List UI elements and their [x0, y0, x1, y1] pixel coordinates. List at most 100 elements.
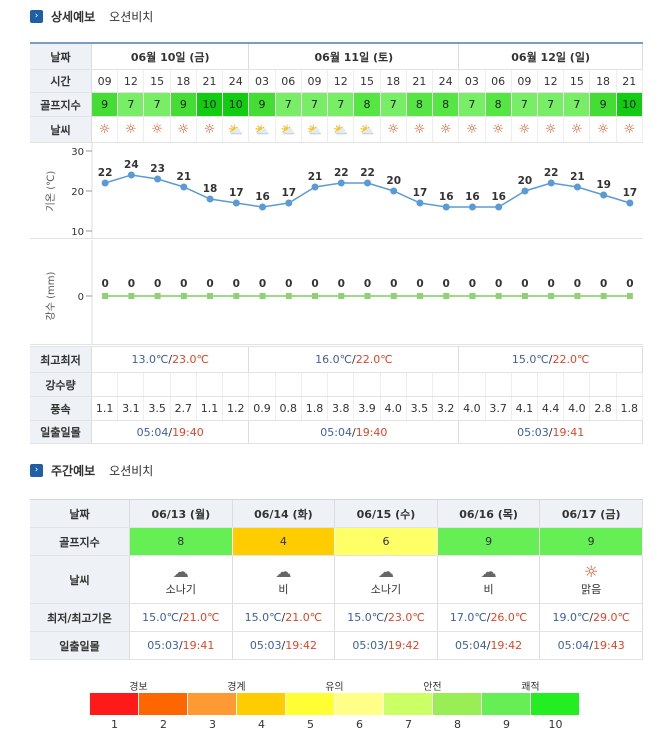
temperature-point — [626, 199, 634, 207]
chevron-right-icon: › — [30, 10, 43, 23]
time-row: 시간 09 12 15 18 21 24 03 06 09 12 15 18 21 24 03 06 09 12 1… — [30, 70, 643, 93]
temperature-data-label: 24 — [124, 159, 139, 171]
temperature-point — [521, 187, 529, 195]
golf-index-row: 골프지수 9 7 7 9 10 10 9 7 7 7 8 7 8 8 7 8 7 7 7 9 10 — [30, 93, 643, 117]
wind-cell: 4.0 — [564, 397, 591, 420]
separator: / — [486, 639, 491, 652]
separator: / — [589, 611, 594, 624]
time-cell: 12 — [118, 70, 145, 92]
sunrise-sunset-cell: 05:03/19:41 — [459, 421, 643, 443]
legend-number: 10 — [548, 718, 563, 731]
rain-point — [626, 293, 633, 299]
temperature-point — [206, 195, 214, 203]
legend-label: 경보 — [129, 682, 148, 693]
temperature-point — [390, 187, 398, 195]
wind-cell: 4.0 — [381, 397, 407, 420]
legend-label: 쾌적 — [521, 682, 540, 693]
sun-icon: ☼ — [433, 117, 460, 142]
weekly-min-temp: 15.0℃ — [142, 611, 179, 624]
wind-cell: 3.2 — [433, 397, 460, 420]
weekly-min-temp: 15.0℃ — [244, 611, 282, 624]
rain-point — [312, 293, 319, 299]
temperature-data-label: 17 — [623, 187, 638, 199]
minmax-cell: 13.0℃/23.0℃ — [92, 347, 250, 372]
rain-amount-cell — [617, 373, 643, 396]
sunset-time: 19:40 — [355, 425, 388, 439]
rain-amount-row: 강수량 — [30, 373, 643, 397]
temperature-data-label: 20 — [518, 175, 533, 187]
golf-index-cell: 10 — [196, 93, 224, 116]
minmax-row: 최고최저 13.0℃/23.0℃ 16.0℃/22.0℃ 15.0℃/22.0℃ — [30, 347, 643, 373]
temperature-point — [416, 199, 424, 207]
legend-swatch — [90, 693, 139, 715]
time-cell: 09 — [512, 70, 538, 92]
weekly-date-cell: 06/15 (수) — [335, 500, 438, 527]
temperature-data-label: 23 — [150, 163, 165, 175]
sunrise-label: 일출일몰 — [30, 421, 92, 443]
sun-icon: ☼ — [197, 117, 224, 142]
temperature-point — [364, 179, 371, 187]
weekly-temp-cell: 17.0℃/26.0℃ — [438, 604, 541, 631]
time-cell: 12 — [328, 70, 355, 92]
temperature-chart: 30 20 10 기온 (℃) 22 24 23 21 18 17 16 17 21 22 22 20 17 16… — [30, 143, 643, 239]
weekly-weather-text: 비 — [483, 583, 494, 596]
rain-point — [180, 293, 187, 299]
sunset-time: 19:41 — [552, 425, 585, 439]
rain-amount-cell — [144, 373, 171, 396]
sun-icon: ☼ — [118, 117, 145, 142]
temperature-point — [232, 199, 240, 207]
weekly-max-temp: 21.0℃ — [285, 611, 323, 624]
separator: / — [548, 425, 553, 439]
legend-swatch — [433, 693, 482, 715]
weekly-sunset: 19:43 — [593, 639, 625, 652]
sun-icon: ☼ — [590, 117, 617, 142]
rain-point — [495, 293, 502, 299]
rain-point — [443, 293, 450, 299]
weekly-sunrise: 05:03 — [147, 639, 179, 652]
sunset-time: 19:40 — [172, 425, 204, 439]
date-label: 날짜 — [30, 44, 92, 69]
legend-number: 6 — [356, 718, 363, 731]
wind-cell: 4.1 — [512, 397, 538, 420]
separator: / — [178, 639, 183, 652]
rain-amount-cell — [118, 373, 145, 396]
weekly-sun-cell: 05:03/19:42 — [335, 632, 438, 659]
separator: / — [352, 353, 356, 366]
wind-cell: 1.8 — [302, 397, 329, 420]
weekly-weather-cell: ☼ 맑음 — [540, 556, 643, 603]
temperature-point — [127, 171, 135, 179]
rain-amount-cell — [590, 373, 617, 396]
weekly-golf-cell: 8 — [130, 528, 233, 555]
wind-cell: 3.1 — [118, 397, 145, 420]
sunrise-sunset-cell: 05:04/19:40 — [92, 421, 250, 443]
rain-point — [338, 293, 345, 299]
legend-number: 9 — [503, 718, 510, 731]
max-temp: 22.0℃ — [552, 353, 590, 366]
golf-index-legend-bar — [90, 693, 580, 715]
day-header: 06월 12일 (일) — [459, 44, 643, 69]
sunrise-time: 05:03 — [517, 425, 549, 439]
golf-index-legend-numbers: 1 2 3 4 5 6 7 8 9 10 — [90, 718, 580, 731]
rain-amount-cell — [302, 373, 329, 396]
golf-index-cell: 7 — [564, 93, 591, 116]
temperature-chart-svg: 30 20 10 기온 (℃) 22 24 23 21 18 17 16 17 21 22 22 20 17 16… — [45, 143, 638, 239]
sun-icon: ☼ — [617, 117, 643, 142]
temperature-point — [259, 203, 267, 211]
temperature-data-label: 17 — [281, 187, 296, 199]
weekly-sunrise: 05:03 — [352, 639, 385, 652]
time-cell: 09 — [92, 70, 119, 92]
rain-data-label: 0 — [154, 278, 161, 290]
partly-cloudy-icon: ⛅ — [302, 117, 329, 142]
separator: / — [384, 611, 388, 624]
temperature-data-label: 22 — [360, 167, 375, 179]
weekly-weather-label: 날씨 — [30, 556, 130, 603]
rain-data-label: 0 — [390, 278, 397, 290]
rain-data-label: 0 — [521, 278, 528, 290]
legend-swatch — [237, 693, 286, 715]
y-axis-label: 강수 (mm) — [45, 271, 57, 320]
wind-row: 풍속 1.1 3.1 3.5 2.7 1.1 1.2 0.9 0.8 1.8 3.8 3.9 4.0 3… — [30, 397, 643, 421]
partly-cloudy-icon: ⛅ — [276, 117, 302, 142]
temperature-data-label: 19 — [596, 179, 611, 191]
weekly-date-label: 날짜 — [30, 500, 130, 527]
weekly-temp-row: 최저/최고기온 15.0℃/21.0℃ 15.0℃/21.0℃ 15.0℃/23.0… — [30, 604, 643, 632]
